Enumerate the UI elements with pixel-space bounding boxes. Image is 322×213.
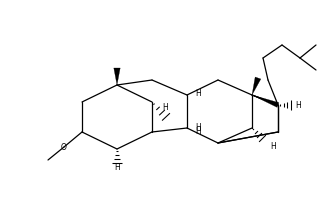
Text: H: H <box>195 127 201 135</box>
Text: O: O <box>61 142 67 151</box>
Text: H: H <box>195 124 201 132</box>
Text: H: H <box>162 102 168 111</box>
Polygon shape <box>252 77 261 95</box>
Text: H: H <box>270 142 276 151</box>
Text: H: H <box>295 101 301 109</box>
Text: H: H <box>114 163 120 172</box>
Polygon shape <box>252 95 279 107</box>
Text: H: H <box>195 88 201 98</box>
Polygon shape <box>114 68 120 85</box>
